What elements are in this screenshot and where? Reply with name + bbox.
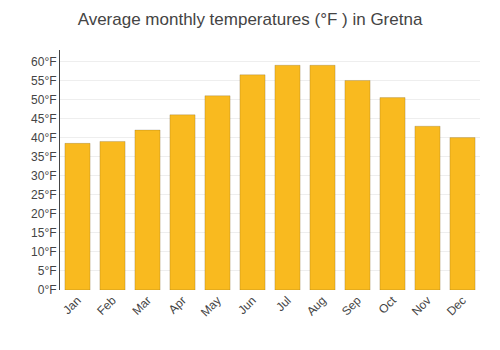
svg-text:Mar: Mar: [129, 293, 154, 318]
svg-text:5°F: 5°F: [38, 264, 57, 278]
svg-text:Nov: Nov: [409, 293, 434, 318]
svg-text:Jan: Jan: [60, 293, 84, 317]
svg-text:Oct: Oct: [376, 293, 400, 317]
svg-text:55°F: 55°F: [31, 74, 56, 88]
svg-text:Feb: Feb: [94, 293, 119, 318]
svg-text:40°F: 40°F: [31, 131, 56, 145]
svg-text:Dec: Dec: [444, 293, 469, 318]
svg-text:Apr: Apr: [166, 293, 189, 316]
svg-text:15°F: 15°F: [31, 226, 56, 240]
svg-text:45°F: 45°F: [31, 112, 56, 126]
svg-text:Sep: Sep: [339, 293, 364, 318]
svg-text:May: May: [198, 293, 224, 319]
svg-text:10°F: 10°F: [31, 245, 56, 259]
svg-text:Aug: Aug: [304, 293, 329, 318]
svg-text:25°F: 25°F: [31, 188, 56, 202]
svg-text:Jul: Jul: [273, 293, 294, 314]
svg-text:30°F: 30°F: [31, 169, 56, 183]
svg-text:Jun: Jun: [235, 293, 259, 317]
svg-text:20°F: 20°F: [31, 207, 56, 221]
svg-text:60°F: 60°F: [31, 55, 56, 69]
svg-text:50°F: 50°F: [31, 93, 56, 107]
svg-text:Average monthly temperatures (: Average monthly temperatures (°F ) in Gr…: [78, 10, 423, 29]
svg-text:35°F: 35°F: [31, 150, 56, 164]
svg-text:0°F: 0°F: [38, 283, 57, 297]
